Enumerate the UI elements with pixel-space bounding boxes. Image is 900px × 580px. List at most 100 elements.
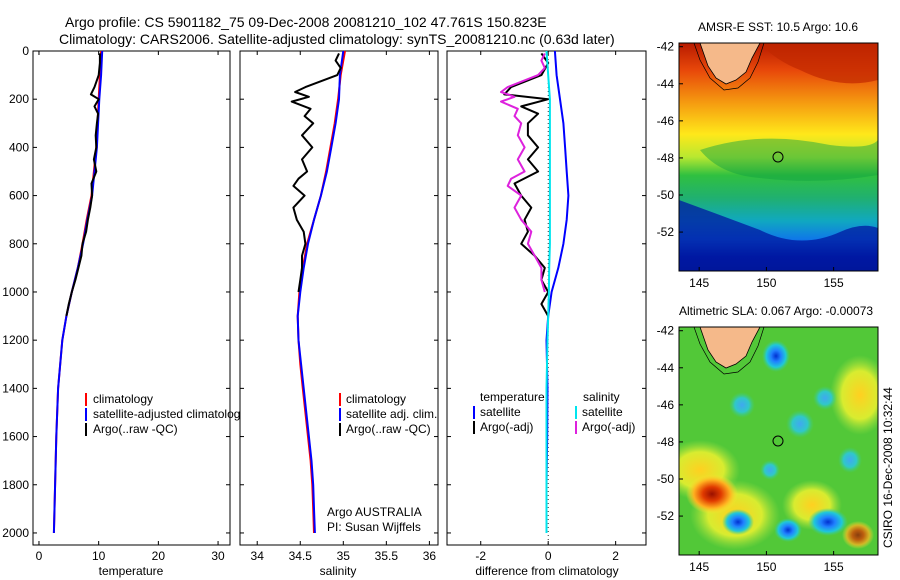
sla-map-title: Altimetric SLA: 0.067 Argo: -0.00073	[679, 304, 873, 318]
y-tick-label: 1800	[2, 478, 29, 492]
x-tick-label: 34	[251, 549, 265, 563]
sst-warm-patch	[760, 43, 878, 84]
map-x-tick-label: 145	[689, 276, 709, 290]
x-tick-label: 36	[423, 549, 437, 563]
temperature-x-label: temperature	[99, 564, 164, 578]
x-tick-label: 0	[36, 549, 43, 563]
y-tick-label: 0	[22, 44, 29, 58]
y-tick-label: 400	[9, 140, 29, 154]
sla-blue-eddy-1	[762, 340, 790, 372]
sst-map-frame	[678, 42, 879, 272]
difference-x-label: difference from climatology	[475, 564, 618, 578]
legend-temp-argo-label: Argo(-adj)	[480, 420, 533, 434]
map-y-tick-label: -48	[657, 151, 675, 165]
salinity-x-label: salinity	[320, 564, 357, 578]
map-y-tick-label: -52	[657, 225, 675, 239]
map-y-tick-label: -42	[657, 40, 675, 54]
legend-argo-label: Argo(..raw -QC)	[346, 422, 431, 436]
difference-lines	[500, 50, 570, 533]
sst-green-patch	[700, 138, 878, 181]
y-tick-label: 1600	[2, 430, 29, 444]
sla-argo-position-marker	[772, 435, 784, 447]
temperature-y-ticks: 0 200 400 600 800 1000 1200 1400 1600 1800 2000	[2, 44, 230, 540]
temperature-lines	[52, 50, 104, 534]
sla-cyan-eddy-2	[786, 410, 814, 438]
sst-map-panel: AMSR-E SST: 10.5 Argo: 10.6 145 150 155 -42…	[657, 20, 879, 290]
x-tick-label: 35	[337, 549, 351, 563]
x-tick-label: 34.5	[289, 549, 313, 563]
temperature-axes-frame	[32, 50, 231, 546]
sla-cyan-eddy-5	[760, 460, 780, 480]
sla-field	[679, 327, 878, 555]
map-y-tick-label: -46	[657, 398, 675, 412]
x-tick-label: 2	[612, 549, 619, 563]
map-y-tick-label: -50	[657, 472, 675, 486]
salinity-annotation-line1: Argo AUSTRALIA	[327, 505, 422, 519]
sla-map-frame	[678, 326, 879, 556]
sst-field	[679, 43, 878, 271]
tasmania-shelf-contour	[693, 327, 765, 375]
figure-title-line1: Argo profile: CS 5901182_75 09-Dec-2008 …	[65, 14, 547, 30]
sla-red-eddy	[686, 474, 738, 514]
sla-blue-eddy-3	[808, 508, 848, 536]
legend-header-salinity: salinity	[583, 390, 620, 404]
difference-y-ticks	[447, 50, 646, 534]
legend-satellite-label: satellite-adjusted climatology	[93, 407, 246, 421]
legend-climatology-label: climatology	[93, 392, 153, 406]
legend-climatology-label: climatology	[346, 392, 406, 406]
map-x-tick-label: 150	[756, 560, 776, 574]
sla-map-panel: Altimetric SLA: 0.067 Argo: -0.00073 145…	[657, 304, 879, 574]
y-tick-label: 2000	[2, 526, 29, 540]
salinity-legend: climatology satellite adj. clim. Argo(..…	[339, 392, 437, 436]
series-line-argo	[65, 53, 101, 317]
difference-legend: temperature salinity satellite Argo(-adj…	[473, 390, 635, 434]
x-tick-label: -2	[475, 549, 486, 563]
y-tick-label: 1400	[2, 381, 29, 395]
series-line-salinity-satellite	[545, 50, 551, 533]
map-y-tick-label: -48	[657, 435, 675, 449]
map-y-tick-label: -44	[657, 361, 675, 375]
legend-sal-satellite-label: satellite	[582, 405, 623, 419]
sst-map-ticks: 145 150 155 -42 -44 -46 -48 -50 -52	[657, 40, 844, 290]
figure-title-line2: Climatology: CARS2006. Satellite-adjuste…	[59, 31, 615, 47]
legend-sal-argo-label: Argo(-adj)	[582, 420, 635, 434]
sst-cool-patch	[679, 200, 878, 271]
sla-cyan-eddy-4	[838, 447, 862, 473]
y-tick-label: 1200	[2, 333, 29, 347]
map-x-tick-label: 155	[824, 276, 844, 290]
x-tick-label: 35.5	[375, 549, 399, 563]
y-tick-label: 200	[9, 92, 29, 106]
map-y-tick-label: -42	[657, 324, 675, 338]
y-tick-label: 600	[9, 189, 29, 203]
map-x-tick-label: 145	[689, 560, 709, 574]
map-x-tick-label: 150	[756, 276, 776, 290]
tasmania-land	[699, 43, 761, 85]
salinity-annotation-line2: PI: Susan Wijffels	[327, 520, 421, 534]
csiro-timestamp: CSIRO 16-Dec-2008 10:32:44	[881, 387, 895, 548]
sla-blue-eddy-2	[722, 509, 754, 535]
tasmania-land	[699, 327, 761, 369]
legend-temp-satellite-label: satellite	[480, 405, 521, 419]
sst-argo-position-marker	[772, 151, 784, 163]
y-tick-label: 800	[9, 237, 29, 251]
sla-cyan-eddy-3	[813, 386, 837, 410]
difference-x-ticks: -2 0 2	[475, 51, 619, 563]
legend-header-temperature: temperature	[480, 390, 545, 404]
series-line-satellite	[296, 50, 345, 534]
series-line-temperature-argo	[503, 52, 550, 317]
legend-argo-label: Argo(..raw -QC)	[93, 422, 178, 436]
sst-map-title: AMSR-E SST: 10.5 Argo: 10.6	[698, 20, 858, 34]
salinity-panel: 34 34.5 35 35.5 36 salinity climatology sate…	[239, 50, 439, 578]
sla-yellow-band-3	[830, 355, 878, 435]
x-tick-label: 0	[545, 549, 552, 563]
sla-map-ticks: 145 150 155 -42 -44 -46 -48 -50 -52	[657, 324, 844, 574]
y-tick-label: 1000	[2, 285, 29, 299]
temperature-x-ticks: 0 10 20 30	[36, 51, 225, 563]
x-tick-label: 20	[152, 549, 166, 563]
legend-satellite-label: satellite adj. clim.	[346, 407, 437, 421]
salinity-y-ticks	[240, 50, 438, 534]
map-y-tick-label: -52	[657, 509, 675, 523]
series-line-salinity-argo	[500, 52, 546, 293]
sla-red-eddy-small	[842, 521, 874, 549]
